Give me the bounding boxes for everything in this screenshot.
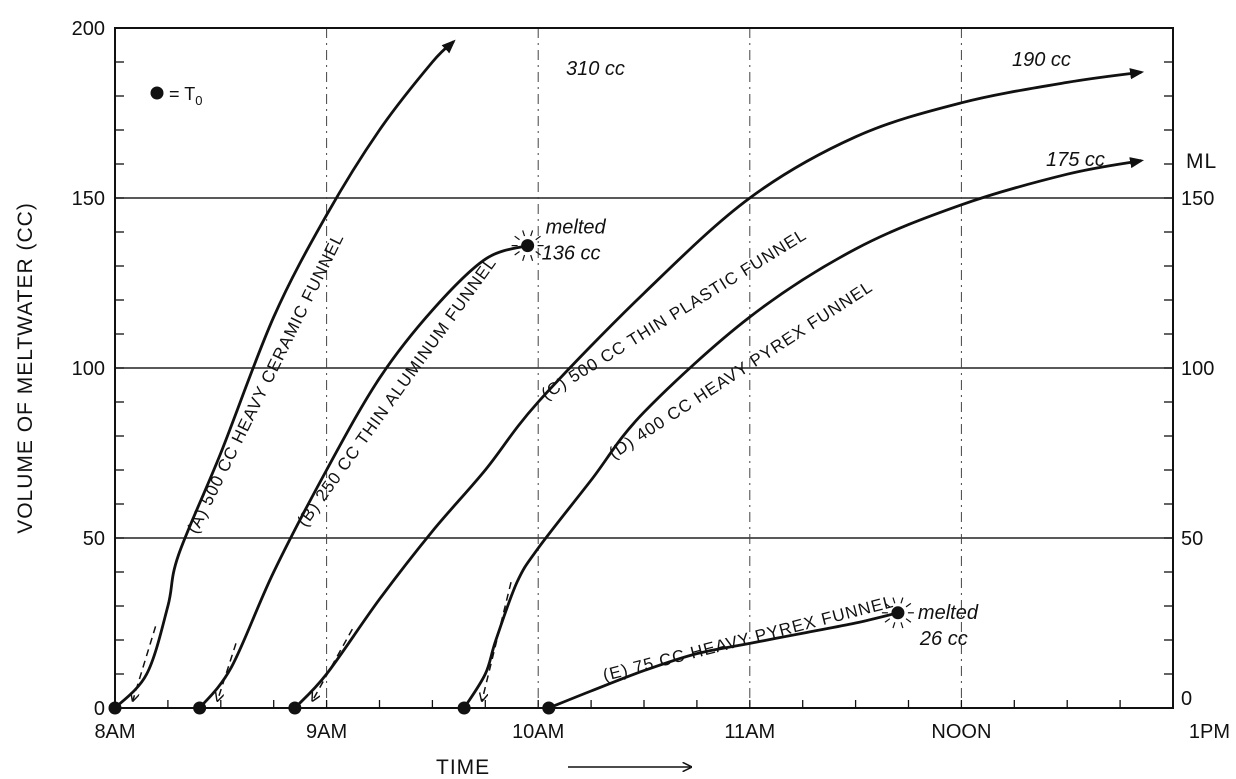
series-4: (E) 75 CC HEAVY PYREX FUNNEL melted 26 cc	[542, 592, 979, 715]
melted-burst-ray	[530, 254, 534, 262]
melted-burst-ray	[535, 250, 541, 256]
melted-value: 136 cc	[542, 243, 601, 265]
series-final-value: 310 cc	[566, 58, 625, 80]
y2-tick-label: 0	[1181, 688, 1192, 710]
x-axis-label: TIME	[436, 756, 490, 779]
melted-burst-ray	[905, 602, 912, 608]
melted-label: melted	[546, 217, 607, 239]
series-lead-arrow	[133, 626, 157, 700]
melted-burst-ray	[514, 235, 520, 241]
y-tick-label: 150	[72, 188, 105, 210]
series-final-value: 175 cc	[1046, 149, 1105, 171]
x-tick-label: 1PM	[1189, 721, 1230, 743]
x-axis-title: TIME	[436, 756, 690, 779]
y-tick-label: 200	[72, 18, 105, 40]
series-line	[113, 39, 456, 709]
y-tick-label: 50	[83, 528, 105, 550]
melted-burst-ray	[884, 602, 891, 608]
melted-burst-ray	[884, 618, 891, 623]
series-start-dot	[193, 701, 207, 715]
series-lead-arrow	[313, 628, 353, 700]
series-start-dot	[457, 701, 471, 715]
series-lead-arrow	[218, 643, 237, 700]
x-tick-label: 10AM	[512, 721, 564, 743]
x-tick-label: 9AM	[306, 721, 347, 743]
series-final-value: 190 cc	[1012, 49, 1071, 71]
x-tick-label: 11AM	[724, 721, 775, 743]
x-tick-label: 8AM	[94, 721, 135, 743]
y2-axis-label: ML	[1186, 150, 1217, 173]
y2-tick-label: 150	[1181, 188, 1214, 210]
y2-tick-label: 50	[1181, 528, 1203, 550]
melted-dot	[891, 606, 905, 620]
series-start-dot	[288, 701, 302, 715]
melted-burst-ray	[900, 597, 904, 604]
tick-labels: 0 50 100 150 200 0 50 100 150 8AM 9AM 10AM 11AM NOON 1…	[72, 18, 1230, 743]
t0-legend-label: = T0	[169, 84, 202, 108]
series-1: (B) 250 CC THIN ALUMINUM FUNNELmelted136…	[193, 217, 607, 715]
x-tick-label: NOON	[931, 721, 991, 743]
melted-label: melted	[918, 602, 979, 624]
t0-legend: = T0	[150, 84, 202, 108]
melted-value: 26 cc	[919, 628, 968, 650]
series-line	[198, 244, 529, 709]
series-name-label: (D) 400 CC HEAVY PYREX FUNNEL	[605, 277, 876, 463]
series-start-dot	[108, 701, 122, 715]
melted-burst-ray	[514, 250, 520, 256]
y-tick-label: 100	[72, 358, 105, 380]
t0-legend-dot-icon	[150, 86, 164, 100]
melted-dot	[521, 239, 535, 253]
melted-burst-ray	[892, 597, 896, 604]
series-lead-arrow	[482, 582, 512, 700]
melted-burst-ray	[535, 235, 541, 241]
series-name-label: (E) 75 CC HEAVY PYREX FUNNEL	[601, 592, 896, 685]
melted-burst-ray	[522, 254, 526, 262]
series-line	[548, 611, 899, 710]
grid-lines	[115, 28, 1173, 708]
series-start-dot	[542, 701, 556, 715]
y2-tick-label: 100	[1181, 358, 1214, 380]
series-line	[293, 68, 1145, 709]
y-axis-label: VOLUME OF MELTWATER (CC)	[14, 202, 37, 534]
y-tick-label: 0	[94, 698, 105, 720]
melted-burst-ray	[522, 230, 526, 237]
melted-burst-ray	[530, 230, 534, 237]
melted-burst-ray	[892, 622, 896, 629]
series-line	[462, 157, 1145, 709]
melted-burst-ray	[900, 622, 904, 629]
melted-burst-ray	[905, 618, 912, 623]
